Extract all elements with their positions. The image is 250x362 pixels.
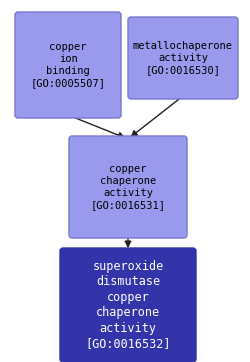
Text: copper
ion
binding
[GO:0005507]: copper ion binding [GO:0005507] bbox=[30, 42, 105, 88]
Text: copper
chaperone
activity
[GO:0016531]: copper chaperone activity [GO:0016531] bbox=[90, 164, 165, 210]
Text: metallochaperone
activity
[GO:0016530]: metallochaperone activity [GO:0016530] bbox=[132, 41, 232, 75]
FancyBboxPatch shape bbox=[69, 136, 186, 238]
FancyBboxPatch shape bbox=[15, 12, 120, 118]
FancyBboxPatch shape bbox=[128, 17, 237, 99]
Text: superoxide
dismutase
copper
chaperone
activity
[GO:0016532]: superoxide dismutase copper chaperone ac… bbox=[85, 260, 170, 350]
FancyBboxPatch shape bbox=[60, 248, 195, 362]
